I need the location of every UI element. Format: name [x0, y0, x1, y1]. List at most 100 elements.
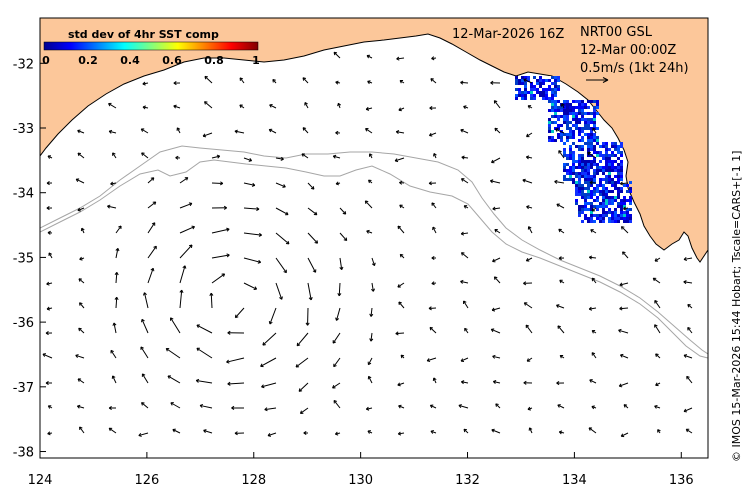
current-arrow — [77, 207, 85, 212]
colorbar: std dev of 4hr SST comp 0 0.2 0.4 0.6 0.8 1 — [42, 28, 260, 67]
current-arrow — [147, 177, 155, 184]
current-arrow — [138, 432, 149, 437]
current-arrow — [528, 427, 533, 434]
current-arrow — [428, 132, 437, 137]
current-arrow — [620, 432, 629, 438]
current-arrow — [686, 375, 693, 384]
current-arrow — [108, 405, 117, 411]
current-arrow — [557, 325, 565, 334]
current-arrow — [77, 152, 85, 159]
current-arrow — [525, 257, 533, 262]
current-arrow — [366, 229, 373, 234]
current-arrow — [426, 357, 437, 363]
current-arrow — [494, 127, 501, 134]
current-arrow — [335, 181, 341, 186]
current-arrow — [368, 153, 373, 159]
current-arrow — [428, 181, 437, 186]
colorbar-title: std dev of 4hr SST comp — [68, 28, 219, 41]
current-arrow — [367, 375, 373, 384]
current-arrow — [335, 307, 341, 321]
current-arrow — [115, 225, 122, 234]
current-arrow — [591, 277, 597, 284]
current-arrow — [76, 404, 85, 409]
current-arrow — [46, 206, 53, 211]
plot-frame — [39, 17, 709, 459]
current-arrow — [275, 232, 290, 245]
y-axis: -32 -33 -34 -35 -36 -37 -38 — [13, 57, 46, 461]
current-arrow — [655, 353, 661, 359]
current-arrow — [334, 431, 341, 436]
current-arrow — [655, 382, 661, 387]
current-arrow — [367, 357, 373, 366]
current-arrow — [243, 257, 262, 264]
current-arrow — [202, 132, 213, 138]
current-arrow — [395, 130, 405, 135]
current-arrow — [623, 206, 629, 211]
current-arrow — [523, 78, 533, 84]
current-arrow — [460, 128, 469, 134]
current-arrow — [619, 181, 629, 186]
y-tick-label: -37 — [13, 381, 34, 396]
current-arrow — [173, 81, 181, 86]
current-arrow — [142, 105, 149, 110]
current-arrow — [307, 282, 313, 301]
y-tick-label: -34 — [13, 187, 34, 202]
current-arrow — [175, 155, 181, 160]
colorbar-ticks: 0 0.2 0.4 0.6 0.8 1 — [42, 54, 260, 67]
current-arrow — [239, 77, 245, 84]
current-arrow — [522, 178, 533, 184]
current-arrow — [654, 324, 661, 334]
current-arrow — [654, 257, 661, 262]
current-arrow — [275, 207, 289, 216]
current-arrow — [463, 105, 469, 110]
current-arrow — [260, 357, 277, 368]
current-arrow — [491, 428, 501, 434]
current-vector-field — [42, 51, 693, 438]
current-arrow — [307, 232, 319, 244]
colorbar-tick-label: 0.8 — [204, 54, 224, 67]
current-arrow — [523, 281, 533, 286]
current-arrow — [77, 129, 85, 134]
current-arrow — [196, 347, 213, 359]
current-arrow — [141, 373, 149, 384]
current-arrow — [78, 327, 85, 334]
current-arrow — [527, 406, 533, 411]
current-arrow — [332, 382, 341, 389]
current-arrow — [396, 56, 405, 61]
current-arrow — [492, 354, 501, 359]
current-arrow — [591, 330, 597, 334]
current-arrow — [683, 280, 693, 285]
current-arrow — [204, 75, 213, 84]
current-arrow — [397, 431, 405, 436]
current-arrow — [147, 222, 156, 234]
current-arrow — [460, 380, 469, 385]
current-arrow — [261, 382, 277, 389]
current-arrow — [365, 128, 373, 134]
x-axis: 124 126 128 130 132 134 136 — [28, 452, 694, 488]
current-arrow — [526, 205, 533, 210]
current-arrow — [368, 179, 373, 184]
current-arrow — [339, 232, 348, 242]
current-arrow — [463, 300, 469, 309]
current-arrow — [400, 354, 405, 359]
current-arrow — [492, 257, 501, 263]
current-arrow — [554, 179, 565, 184]
current-arrow — [47, 155, 53, 159]
current-arrow — [591, 352, 597, 359]
current-arrow — [302, 77, 309, 84]
current-arrow — [556, 304, 565, 309]
current-arrow — [269, 104, 277, 109]
current-arrow — [432, 377, 437, 384]
current-arrow — [492, 206, 501, 211]
credit-text: © IMOS 15-Mar-2026 15:44 Hobart; Tscale=… — [730, 151, 743, 462]
current-arrow — [80, 227, 85, 234]
current-arrow — [399, 180, 405, 185]
bathymetry-contour-lower — [40, 159, 708, 359]
current-arrow — [296, 332, 309, 347]
current-arrow — [460, 357, 469, 363]
current-arrow — [558, 228, 565, 234]
current-arrow — [463, 428, 469, 434]
colorbar-tick-label: 0.4 — [120, 54, 140, 67]
current-arrow — [335, 130, 341, 135]
current-arrow — [429, 326, 437, 334]
